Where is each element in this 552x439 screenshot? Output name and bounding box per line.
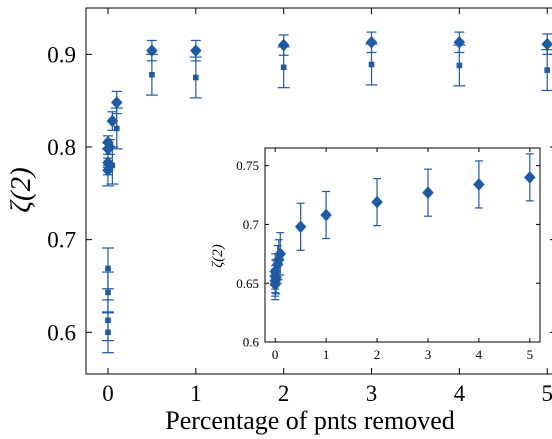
main-y-tick-label: 0.6	[47, 320, 76, 345]
main-x-tick-label: 0	[102, 381, 114, 406]
inset-x-tick-label: 4	[476, 347, 483, 362]
inset-x-tick-label: 3	[425, 347, 432, 362]
square-marker	[544, 67, 551, 73]
square-marker	[105, 317, 111, 324]
diamond-marker	[110, 96, 123, 109]
square-marker	[149, 71, 155, 78]
diamond-marker	[103, 140, 116, 154]
square-marker	[368, 61, 375, 68]
square-marker	[105, 265, 111, 272]
inset-y-axis-label: ζ(2)	[210, 244, 226, 268]
diamond-marker	[189, 44, 202, 58]
square-marker	[105, 289, 111, 296]
main-tick-labels: 0 1 2 3 4 5 0.6 0.7 0.8 0.9	[47, 42, 552, 406]
main-x-axis-label: Percentage of pnts removed	[165, 406, 455, 435]
square-marker	[193, 74, 199, 81]
square-marker	[105, 329, 111, 336]
inset-plot-frame	[264, 147, 541, 343]
diamond-marker	[294, 220, 307, 234]
square-marker	[109, 162, 116, 169]
main-x-tick-label: 4	[454, 381, 466, 406]
main-y-axis-label: ζ(2)	[5, 167, 37, 213]
diamond-marker	[106, 114, 119, 128]
main-x-tick-label: 1	[190, 381, 202, 406]
inset-x-tick-label: 1	[323, 347, 330, 362]
inset-y-tick-label: 0.7	[243, 217, 260, 232]
inset-y-tick-label: 0.6	[243, 335, 260, 350]
diamond-marker	[274, 247, 287, 261]
diamond-marker	[270, 270, 283, 284]
inset-y-tick-label: 0.65	[236, 276, 259, 291]
inset-x-tick-label: 2	[374, 347, 381, 362]
inset-tick-labels: 0 1 2 3 4 5 0.6 0.65 0.7 0.75	[236, 158, 533, 362]
diamond-marker	[453, 35, 466, 49]
inset-y-tick-label: 0.75	[236, 158, 259, 173]
inset-x-tick-label: 0	[272, 347, 279, 362]
diamond-marker	[422, 186, 434, 200]
inset-data-points	[269, 170, 536, 291]
square-marker	[113, 125, 120, 132]
inset-x-tick-label: 5	[527, 347, 534, 362]
inset-background	[257, 146, 542, 346]
diamond-marker	[365, 35, 378, 49]
square-marker	[456, 62, 463, 69]
diamond-marker	[320, 208, 332, 222]
inset-chart: 0 1 2 3 4 5 0.6 0.65 0.7 0.75 ζ(2)	[210, 146, 542, 362]
square-marker	[105, 164, 111, 171]
diamond-marker	[277, 38, 290, 52]
diamond-marker	[523, 170, 536, 184]
main-y-tick-label: 0.8	[47, 135, 76, 160]
square-marker	[280, 64, 287, 71]
diamond-marker	[146, 44, 158, 58]
main-axis-ticks	[86, 8, 552, 374]
main-x-tick-label: 3	[366, 381, 378, 406]
diamond-marker	[541, 37, 552, 51]
main-data-points	[102, 35, 552, 336]
main-x-tick-label: 5	[541, 381, 552, 406]
main-chart: 0 1 2 3 4 5 0.6 0.7 0.8 0.9 Percentage of pnts re…	[5, 7, 552, 435]
diamond-marker	[473, 178, 485, 191]
main-y-tick-label: 0.7	[47, 228, 76, 253]
main-y-tick-label: 0.9	[47, 42, 76, 67]
inset-axis-ticks	[265, 148, 540, 343]
main-plot-frame	[85, 7, 552, 375]
main-x-tick-label: 2	[278, 381, 290, 406]
diamond-marker	[371, 195, 383, 209]
